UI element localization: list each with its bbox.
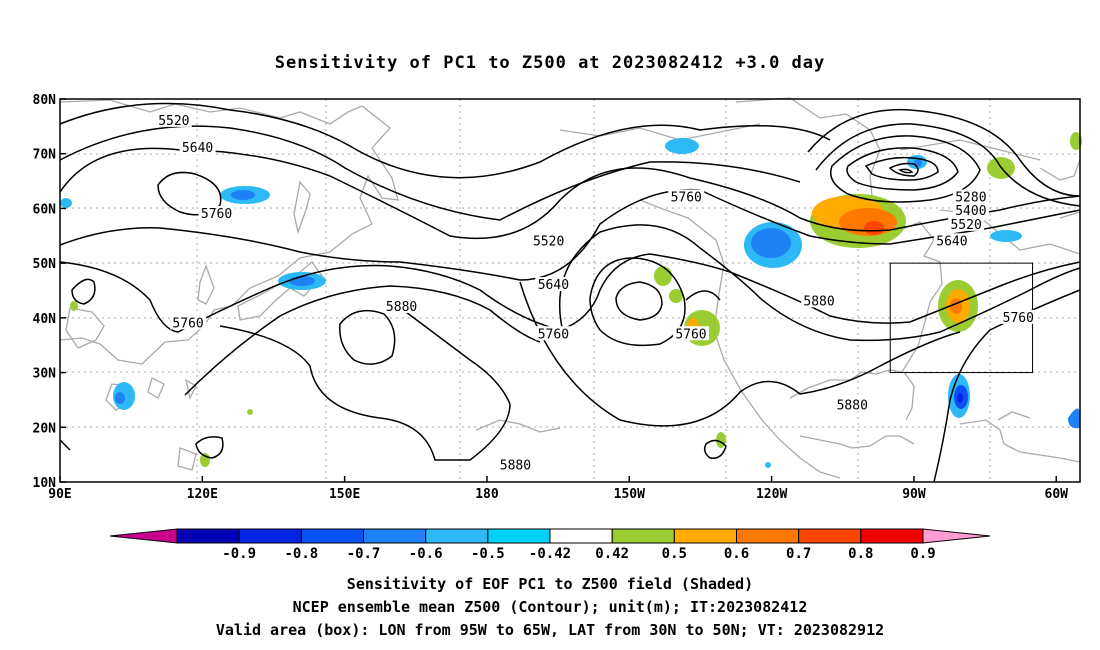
z500-contours xyxy=(59,102,1081,483)
contour-label: 5640 xyxy=(182,141,213,156)
lon-label: 90W xyxy=(902,487,926,502)
colorbar-tick-label: -0.6 xyxy=(409,546,443,562)
contour-label-bg xyxy=(801,293,838,308)
contour-label: 5880 xyxy=(500,459,531,474)
contour-label: 5760 xyxy=(671,190,702,205)
contour-label: 5880 xyxy=(837,398,868,413)
colorbar-tick-label: 0.5 xyxy=(662,546,687,562)
contour-label: 5760 xyxy=(172,316,203,331)
contour-label: 5400 xyxy=(955,204,986,219)
lon-label: 90E xyxy=(48,487,71,502)
colorbar-tick-label: 0.42 xyxy=(595,546,629,562)
colorbar-tick-label: 0.8 xyxy=(848,546,873,562)
contour-label-bg xyxy=(834,397,871,412)
contour-label: 5880 xyxy=(803,294,834,309)
caption-line-2: NCEP ensemble mean Z500 (Contour); unit(… xyxy=(293,598,808,616)
contour-label-bg xyxy=(530,233,567,248)
colorbar-box xyxy=(425,528,489,544)
colorbar-box xyxy=(363,528,427,544)
contour-label-bg xyxy=(497,457,534,472)
contour-label: 5520 xyxy=(950,218,981,233)
contour-label: 5280 xyxy=(955,190,986,205)
colorbar-box xyxy=(860,528,924,544)
colorbar-low-triangle xyxy=(109,528,178,544)
contour-label-bg xyxy=(948,216,985,231)
lon-label: 150W xyxy=(614,487,645,502)
contour-label-bg xyxy=(383,298,420,313)
lat-label: 10N xyxy=(33,476,57,491)
colorbar-tick-label: -0.7 xyxy=(347,546,381,562)
contour-label-bg xyxy=(1000,309,1037,324)
colorbar-tick-label: 0.6 xyxy=(724,546,749,562)
colorbar-tick-label: 0.9 xyxy=(910,546,935,562)
lat-label: 20N xyxy=(33,421,57,436)
contour-label-bg xyxy=(155,112,192,127)
contour-label: 5760 xyxy=(1003,311,1034,326)
lon-label: 120W xyxy=(756,487,787,502)
lon-label: 60W xyxy=(1045,487,1069,502)
contour-label-bg xyxy=(179,140,216,155)
colorbar-box xyxy=(673,528,737,544)
lat-label: 50N xyxy=(33,257,57,272)
colorbar-tick-label: 0.7 xyxy=(786,546,811,562)
lat-label: 40N xyxy=(33,312,57,327)
lon-label: 180 xyxy=(475,487,499,502)
contour-label-bg xyxy=(952,203,989,218)
lon-label: 150E xyxy=(329,487,360,502)
contour-label: 5520 xyxy=(158,114,189,129)
colorbar: -0.9 -0.8 -0.7 -0.6 -0.5 -0.42 0.42 0.5 0.6 0.7 0.… xyxy=(109,528,991,562)
latitude-tick-labels: 80N 70N 60N 50N 40N 30N 20N 10N xyxy=(33,93,66,491)
longitude-tick-labels: 90E 120E 150E 180 150W 120W 90W 60W xyxy=(48,476,1068,502)
contour-label-bg xyxy=(668,189,705,204)
contour-label: 5880 xyxy=(386,300,417,315)
contour-label: 5760 xyxy=(201,207,232,222)
contour-label-bg xyxy=(952,189,989,204)
caption-line-1: Sensitivity of EOF PC1 to Z500 field (Sh… xyxy=(347,575,753,593)
colorbar-box xyxy=(487,528,551,544)
graticule xyxy=(60,99,1080,482)
colorbar-box xyxy=(176,528,240,544)
caption-block: Sensitivity of EOF PC1 to Z500 field (Sh… xyxy=(216,575,884,639)
colorbar-box xyxy=(549,528,613,544)
contour-label: 5640 xyxy=(538,278,569,293)
contour-label: 5760 xyxy=(675,327,706,342)
contour-label-bg xyxy=(198,205,235,220)
map-title: Sensitivity of PC1 to Z500 at 2023082412… xyxy=(275,53,826,73)
lon-label: 120E xyxy=(187,487,218,502)
colorbar-high-triangle xyxy=(922,528,991,544)
contour-label-bg xyxy=(672,326,709,341)
lat-label: 60N xyxy=(33,202,57,217)
contour-label: 5760 xyxy=(538,327,569,342)
contour-label: 5520 xyxy=(533,234,564,249)
colorbar-tick-label: -0.5 xyxy=(471,546,505,562)
lat-label: 30N xyxy=(33,367,57,382)
colorbar-box xyxy=(238,528,302,544)
colorbar-box xyxy=(798,528,862,544)
caption-line-3: Valid area (box): LON from 95W to 65W, L… xyxy=(216,621,884,639)
contour-label-bg xyxy=(535,326,572,341)
contour-label-bg xyxy=(535,277,572,292)
colorbar-tick-label: -0.8 xyxy=(284,546,318,562)
colorbar-box xyxy=(736,528,800,544)
colorbar-box xyxy=(300,528,365,544)
map-frame xyxy=(59,98,1081,483)
colorbar-tick-label: -0.9 xyxy=(222,546,256,562)
map-panel: 5520564057605760588058805520564057605760… xyxy=(59,97,1082,483)
contour-labels: 5520564057605760588058805520564057605760… xyxy=(155,112,1037,474)
lat-label: 80N xyxy=(33,93,57,108)
colorbar-box xyxy=(611,528,675,544)
contour-label-bg xyxy=(933,233,970,248)
contour-label-bg xyxy=(170,315,207,330)
colorbar-tick-label: -0.42 xyxy=(529,546,571,562)
lat-label: 70N xyxy=(33,148,57,163)
contour-label: 5640 xyxy=(936,234,967,249)
